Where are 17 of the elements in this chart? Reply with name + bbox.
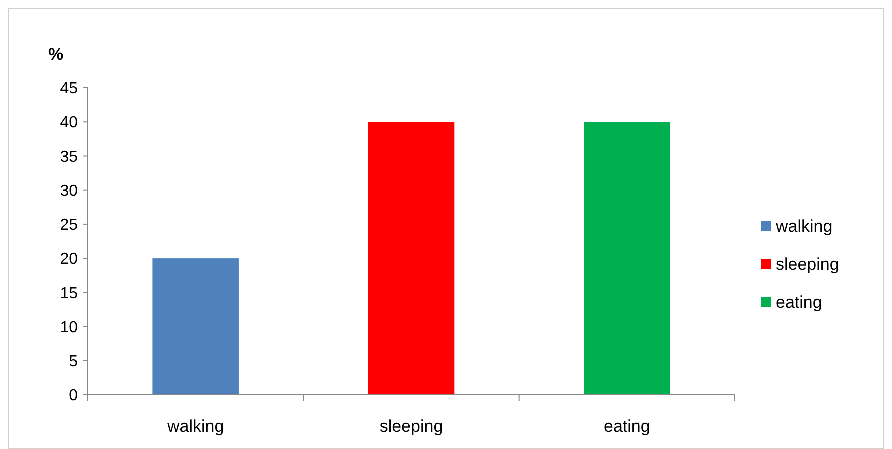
legend-label: walking: [775, 216, 833, 236]
y-tick-label: 15: [60, 285, 78, 302]
legend-label: sleeping: [776, 254, 840, 274]
y-tick-label: 5: [69, 353, 78, 370]
y-tick-label: 35: [60, 148, 78, 166]
y-tick-label: 30: [60, 182, 78, 200]
y-axis-title: %: [48, 45, 64, 64]
legend-label: eating: [776, 292, 822, 312]
y-tick-label: 0: [69, 388, 78, 405]
y-tick-label: 10: [60, 319, 78, 336]
x-tick-label: walking: [166, 417, 224, 436]
x-tick-label: eating: [604, 417, 650, 436]
y-tick-label: 25: [60, 217, 78, 234]
y-tick-label: 40: [60, 114, 78, 132]
y-tick-label: 45: [60, 80, 78, 98]
y-tick-label: 20: [60, 251, 78, 268]
x-tick-label: sleeping: [380, 417, 444, 436]
